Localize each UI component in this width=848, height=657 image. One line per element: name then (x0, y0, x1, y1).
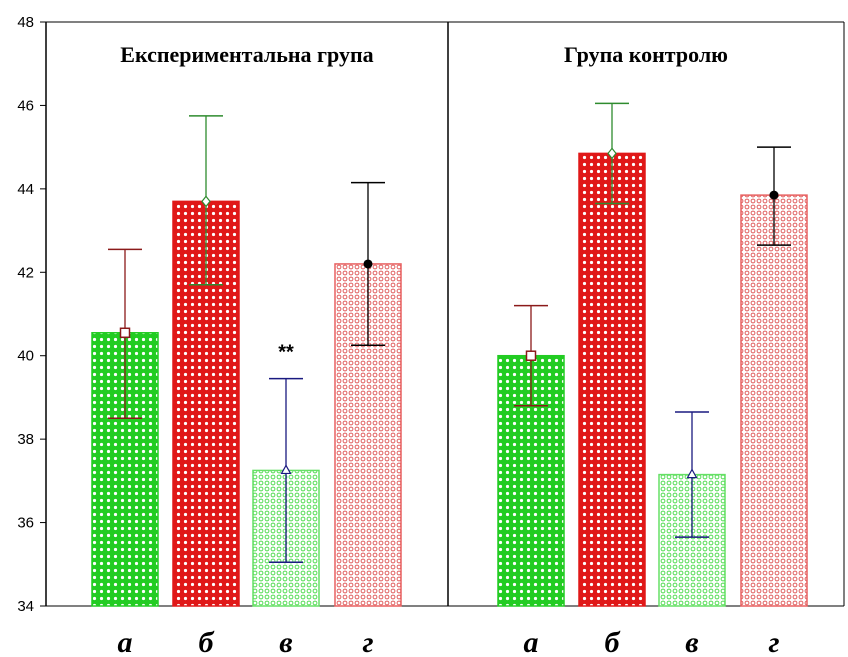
y-tick-label: 46 (17, 97, 34, 114)
bar-б (578, 152, 646, 607)
y-tick-label: 34 (17, 598, 34, 615)
y-tick-label: 48 (17, 14, 34, 31)
mean-marker-square (525, 350, 537, 361)
category-label: б (199, 626, 215, 657)
category-label: в (279, 626, 292, 657)
mean-marker-diamond (607, 147, 617, 160)
error-bars (108, 102, 791, 563)
category-label: г (362, 626, 373, 657)
y-tick-label: 44 (17, 181, 34, 198)
category-label: г (768, 626, 779, 657)
y-axis: 34 36 38 40 42 44 46 48 (17, 14, 46, 615)
y-tick-label: 40 (17, 348, 34, 365)
category-label: а (118, 626, 133, 657)
category-label: б (605, 626, 621, 657)
labels: Експериментальна група а б в г ** Група контро… (118, 42, 780, 657)
panel-title: Експериментальна група (120, 42, 373, 67)
mean-marker-square (119, 327, 131, 339)
mean-marker-circle (363, 259, 373, 269)
category-label: а (524, 626, 539, 657)
category-label: в (685, 626, 698, 657)
mean-marker-diamond (201, 195, 211, 208)
panel-title: Група контролю (564, 42, 728, 67)
mean-marker-circle (769, 190, 779, 200)
bar-г (740, 194, 808, 607)
bar-в (658, 473, 726, 607)
mean-marker-triangle (280, 464, 292, 475)
y-tick-label: 38 (17, 431, 34, 448)
y-tick-label: 36 (17, 515, 34, 532)
y-tick-label: 42 (17, 264, 34, 281)
bars (91, 152, 808, 607)
significance-annotation: ** (278, 342, 294, 364)
mean-marker-triangle (686, 468, 698, 479)
